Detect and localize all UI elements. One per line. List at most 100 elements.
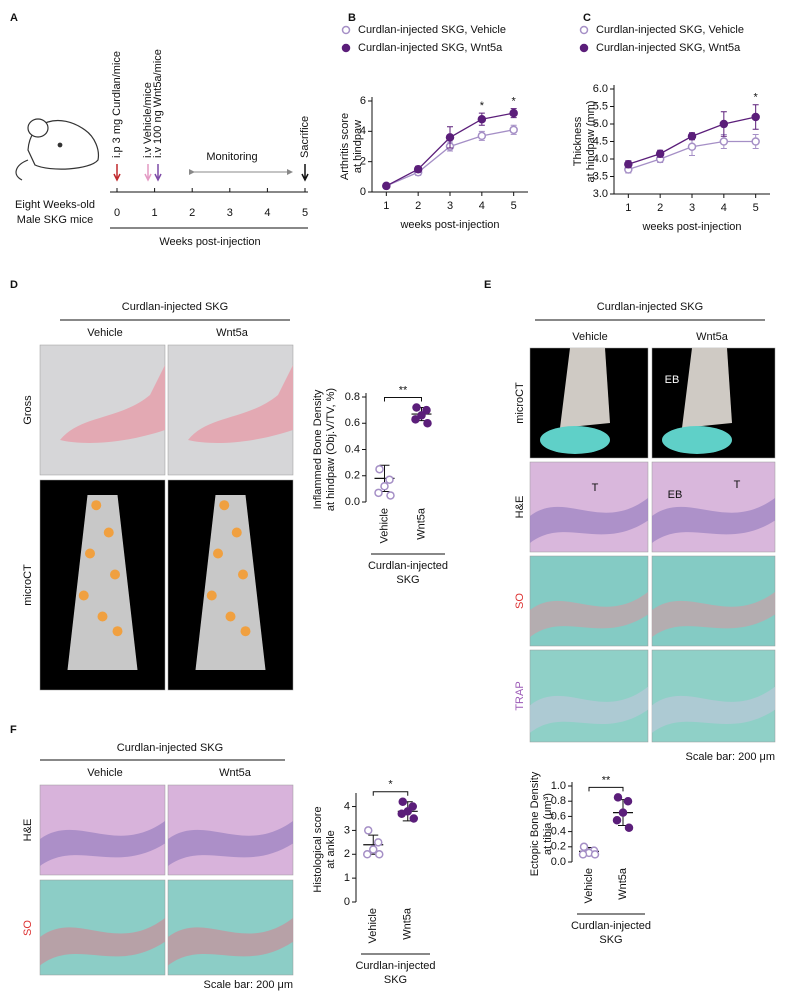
histology-image — [529, 461, 649, 553]
histology-image — [651, 461, 776, 553]
x-tick-label: Vehicle — [583, 868, 595, 903]
bone-lesion — [231, 527, 242, 538]
column-label: Wnt5a — [219, 767, 252, 779]
data-point — [422, 405, 431, 415]
tibia-shape — [682, 348, 732, 428]
histology-image — [39, 784, 166, 876]
timeline-label: 5 — [302, 207, 308, 219]
y-tick-label: 1 — [344, 872, 350, 884]
y-tick-label: 0 — [344, 896, 350, 908]
tissue-shape — [530, 498, 648, 543]
y-tick-label: 3.0 — [593, 188, 608, 200]
x-tick-label: Wnt5a — [415, 507, 427, 540]
x-tick-label: Vehicle — [367, 908, 379, 943]
x-tick-label: 5 — [511, 200, 517, 212]
data-point — [477, 114, 487, 124]
data-point — [363, 850, 372, 859]
data-point — [655, 149, 665, 158]
panel-letter: E — [484, 279, 491, 291]
x-tick-label: 4 — [721, 202, 727, 214]
y-tick-label: 0.0 — [551, 856, 566, 868]
image-label: T — [592, 482, 599, 494]
tissue-shape — [40, 821, 165, 866]
group-label: Curdlan-injected — [355, 960, 435, 972]
x-tick-label: 1 — [625, 202, 631, 214]
event-arrow — [113, 164, 121, 182]
data-point — [509, 125, 518, 135]
x-tick-label: 4 — [479, 200, 485, 212]
timeline-label: 3 — [227, 207, 233, 219]
legend-label: Curdlan-injected SKG, Vehicle — [358, 24, 506, 36]
bone-lesion — [112, 626, 123, 637]
x-tick-label: Vehicle — [378, 508, 390, 543]
tissue-shape — [168, 918, 293, 966]
scale-bar-label: Scale bar: 200 μm — [204, 979, 294, 991]
y-tick-label: 4.0 — [593, 153, 608, 165]
timeline-label: 4 — [264, 207, 270, 219]
y-tick-label: 4 — [344, 800, 350, 812]
x-tick-label: 5 — [753, 202, 759, 214]
bone-lesion — [206, 590, 217, 601]
monitoring-label: Monitoring — [206, 151, 257, 163]
event-arrow — [144, 164, 152, 182]
x-tick-label: 3 — [689, 202, 695, 214]
data-point — [719, 137, 729, 146]
data-point — [397, 809, 406, 818]
y-axis-label: Arthritis score — [339, 113, 351, 180]
data-point — [364, 826, 373, 835]
y-axis-label: at hindpaw (mm) — [585, 101, 597, 183]
data-point — [719, 119, 729, 129]
x-tick-label: 2 — [415, 200, 421, 212]
data-point — [624, 160, 633, 169]
data-point — [751, 137, 760, 146]
panel-letter: B — [348, 12, 356, 24]
data-point — [409, 814, 418, 823]
legend-label: Curdlan-injected SKG, Wnt5a — [596, 42, 741, 54]
significance-label: * — [512, 95, 517, 107]
mouse-label: Male SKG mice — [17, 214, 93, 226]
significance-bracket — [372, 791, 409, 796]
significance-label: ** — [399, 384, 408, 396]
data-point — [375, 464, 384, 474]
y-tick-label: 3.5 — [593, 170, 608, 182]
panel-letter: D — [10, 279, 18, 291]
bone-shape — [195, 495, 266, 670]
bone-shape — [67, 495, 138, 670]
image-label: EB — [668, 489, 683, 501]
histology-image — [167, 784, 294, 876]
y-tick-label: 5.0 — [593, 118, 608, 130]
event-label: Sacrifice — [299, 116, 311, 158]
y-tick-label: 0.2 — [345, 470, 360, 482]
y-tick-label: 0.2 — [551, 841, 566, 853]
bone-lesion — [238, 569, 248, 580]
tissue-shape — [168, 821, 293, 866]
histology-image — [167, 879, 294, 976]
significance-label: * — [388, 779, 393, 791]
bone-lesion — [78, 590, 89, 601]
significance-label: * — [754, 92, 759, 104]
significance-label: ** — [602, 774, 611, 786]
x-tick-label: Wnt5a — [402, 907, 414, 940]
histology-image — [529, 649, 649, 743]
panel-letter: F — [10, 724, 17, 736]
column-label: Vehicle — [572, 331, 607, 343]
bone-lesion — [219, 500, 230, 511]
y-axis-label: at hindpaw (Obj.V/TV, %) — [325, 388, 337, 511]
y-axis-label: at tibia (μm³) — [542, 793, 554, 855]
legend-marker — [579, 43, 589, 53]
row-label: TRAP — [514, 681, 526, 710]
significance-label: * — [480, 100, 485, 112]
event-label: i.v Vehicle/mice — [142, 82, 154, 158]
y-tick-label: 0 — [360, 186, 366, 198]
data-point — [412, 403, 421, 412]
column-label: Wnt5a — [216, 327, 249, 339]
event-label: i.p 3 mg Curdlan/mice — [111, 51, 123, 158]
group-label: Curdlan-injected SKG — [122, 301, 228, 313]
data-point — [417, 411, 426, 420]
y-axis-label: Histological score — [312, 806, 324, 892]
data-point — [385, 475, 394, 484]
group-label: Curdlan-injected SKG — [117, 742, 223, 754]
data-point — [380, 482, 389, 491]
image-label: EB — [665, 374, 680, 386]
y-tick-label: 6 — [360, 95, 366, 107]
